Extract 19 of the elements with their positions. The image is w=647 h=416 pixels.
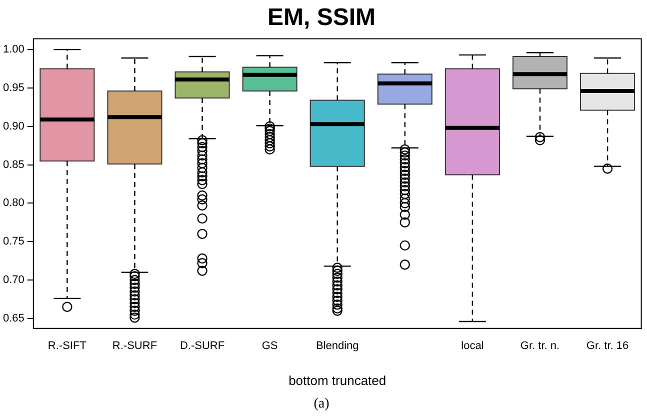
x-axis-title: bottom truncated	[288, 372, 386, 388]
x-tick-label: GS	[262, 340, 278, 352]
x-tick-label: Blending	[316, 340, 359, 352]
y-tick-label: 0.70	[2, 274, 24, 286]
x-tick-label: R.-SURF	[112, 340, 158, 352]
text: (a)	[314, 396, 330, 412]
y-tick-label: 1.00	[2, 44, 24, 56]
y-tick-label: 0.65	[2, 312, 24, 324]
y-tick-label: 0.90	[2, 120, 24, 132]
y-tick-label: 0.80	[2, 197, 24, 210]
x-tick-label: Gr. tr. n.	[520, 340, 560, 352]
x-tick-label: local	[461, 340, 484, 352]
chart-title: EM, SSIM	[267, 4, 376, 32]
x-tick-label: D.-SURF	[180, 340, 225, 352]
x-tick-label: Gr. tr. 16	[586, 340, 629, 352]
x-tick-label: R.-SIFT	[48, 340, 87, 352]
y-tick-label: 0.75	[2, 236, 24, 248]
y-tick-label: 0.85	[2, 158, 24, 171]
y-tick-label: 0.95	[2, 82, 24, 94]
